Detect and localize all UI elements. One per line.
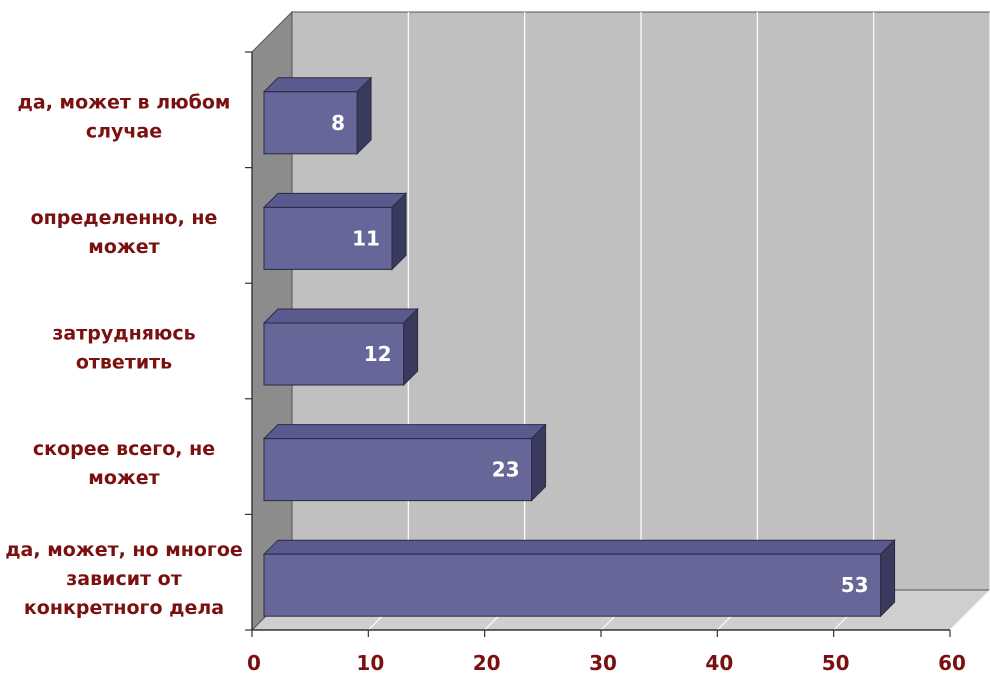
bar-top [262,539,896,555]
value-label-5: 53 [841,573,869,597]
category-label: скорее всего, не [33,438,215,460]
x-tick-label-30: 30 [589,651,617,675]
bar-front [263,206,393,270]
bar-side [391,192,407,271]
category-label: да, может в любом [18,91,231,113]
x-tick-label-20: 20 [473,651,501,675]
category-labels: да, может в любом случае определенно, не мо… [5,91,243,619]
bar-side [880,538,896,618]
x-tick-label-50: 50 [822,651,850,675]
category-label: случае [86,120,162,142]
category-label: зависит от [66,568,181,590]
x-tick-label-60: 60 [938,651,966,675]
bar-3: 12 [262,307,419,387]
bars: 8 11 12 23 53 [262,76,896,618]
floor-gridline-60 [949,589,990,631]
tick-labels: 0 10 20 30 40 50 60 [247,651,966,675]
bar-side [531,423,547,502]
value-label-2: 11 [352,226,380,250]
category-label: определенно, не [31,207,218,229]
bar-top [262,77,373,93]
category-label: может [88,467,159,489]
bar-side [403,307,419,387]
value-label-3: 12 [364,342,392,366]
category-label: конкретного дела [24,597,224,619]
bar-1: 8 [262,76,373,156]
bar-4: 23 [262,423,547,502]
bar-top [262,424,547,440]
value-label-1: 8 [331,111,345,135]
bar-side [356,76,372,156]
bar-top [262,192,408,208]
category-label: да, может, но многое [5,539,243,561]
category-label: затрудняюсь [52,323,195,345]
bar-5: 53 [262,538,896,618]
x-tick-label-40: 40 [705,651,733,675]
x-tick-label-10: 10 [356,651,384,675]
category-label: может [88,236,159,258]
value-label-4: 23 [492,458,520,482]
x-tick-label-0: 0 [247,651,261,675]
bar-top [262,308,419,324]
category-label: ответить [76,352,172,374]
bar-front [263,438,533,502]
bar-front [263,322,405,386]
bar-front [263,91,358,155]
bar-2: 11 [262,192,408,271]
bar-front [263,553,882,617]
axes [245,51,951,637]
